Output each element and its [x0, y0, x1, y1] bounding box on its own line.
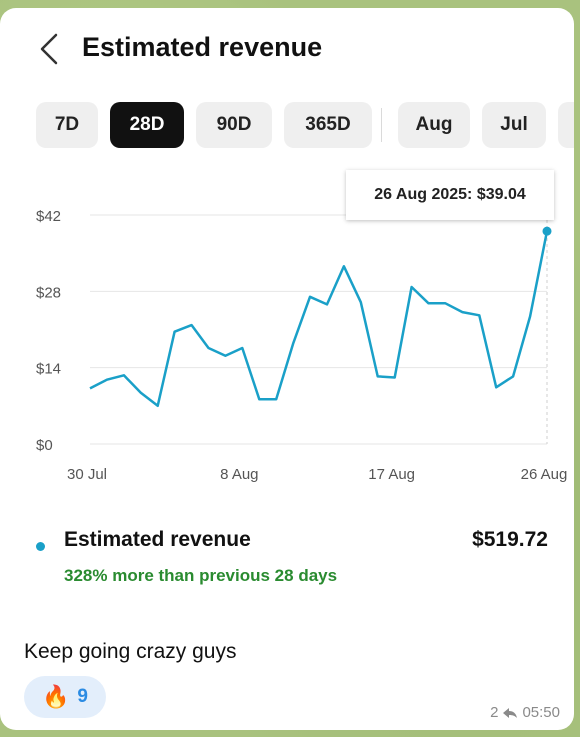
chip-365d[interactable]: 365D: [284, 102, 372, 148]
chip-7d[interactable]: 7D: [36, 102, 98, 148]
y-tick-label: $0: [36, 437, 53, 454]
y-tick-label: $42: [36, 208, 61, 225]
message-meta: 2 05:50: [490, 704, 560, 721]
legend-total-value: $519.72: [472, 528, 548, 551]
chip-jul[interactable]: Jul: [482, 102, 546, 148]
y-tick-label: $14: [36, 361, 61, 378]
series-line: [89, 230, 549, 408]
message-text: Keep going crazy guys: [24, 640, 237, 663]
page-title: Estimated revenue: [82, 32, 323, 62]
legend-label: Estimated revenue: [64, 528, 251, 551]
highlight-point: [542, 226, 552, 236]
reply-count: 2: [490, 704, 499, 721]
chevron-left-icon[interactable]: [36, 32, 62, 66]
reaction-pill[interactable]: 🔥 9: [24, 676, 106, 718]
chip-more[interactable]: [558, 102, 574, 148]
message-bubble: Estimated revenue 7D 28D 90D 365D Aug Ju…: [0, 8, 574, 730]
legend-change-text: 328% more than previous 28 days: [64, 566, 338, 585]
chip-28d[interactable]: 28D: [110, 102, 184, 148]
x-tick-label: 8 Aug: [220, 466, 258, 483]
chart-tooltip: 26 Aug 2025: $39.04: [346, 170, 554, 220]
chip-90d[interactable]: 90D: [196, 102, 272, 148]
period-selector: 7D 28D 90D 365D Aug Jul: [36, 102, 574, 148]
x-tick-label: 26 Aug: [521, 466, 568, 483]
message-time: 05:50: [522, 704, 560, 721]
fire-emoji: 🔥: [42, 684, 70, 709]
revenue-line-chart: $0 $14 $28 $42 30 Jul 8 Aug 17 Aug 26 Aug: [36, 208, 568, 483]
screenshot-header: Estimated revenue: [0, 8, 574, 88]
reply-arrow-icon: [503, 707, 518, 718]
legend-dot: [36, 542, 45, 551]
chip-divider: [381, 108, 382, 142]
x-tick-label: 30 Jul: [67, 466, 107, 483]
y-tick-label: $28: [36, 284, 61, 301]
reaction-count: 9: [77, 686, 88, 707]
x-tick-label: 17 Aug: [368, 466, 415, 483]
chip-aug[interactable]: Aug: [398, 102, 470, 148]
